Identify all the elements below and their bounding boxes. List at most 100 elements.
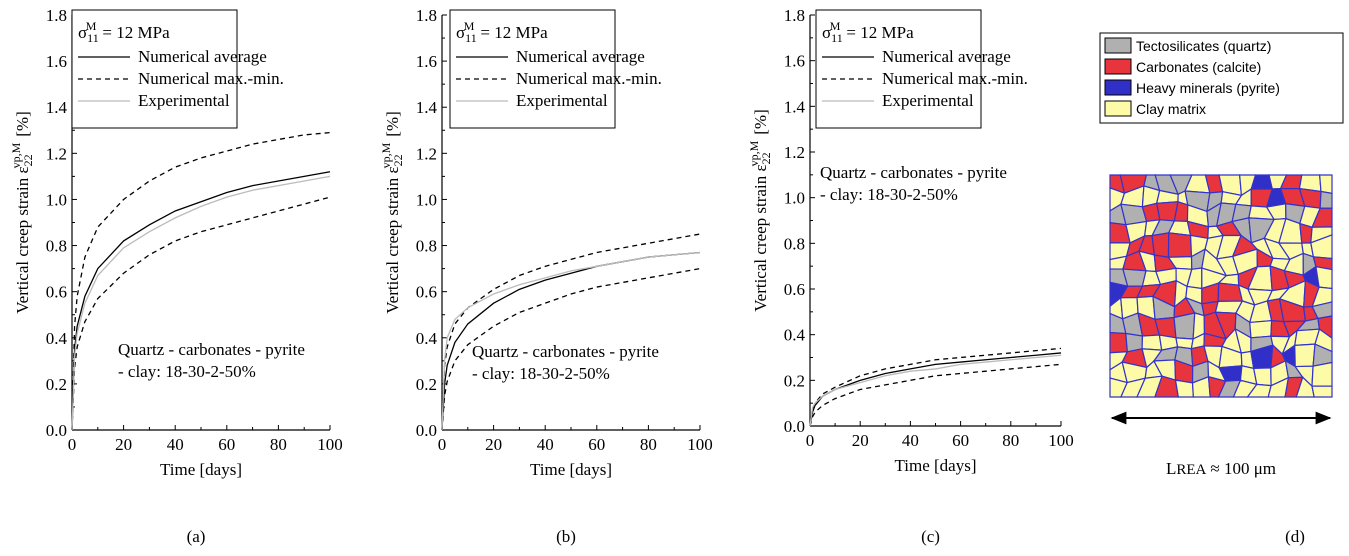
- panel-label: (c): [921, 527, 940, 546]
- x-tick-label: 20: [485, 435, 502, 454]
- scale-text: ≈ 100 μm: [1210, 459, 1276, 478]
- x-tick-label: 20: [852, 431, 869, 450]
- stress-sub: 11: [87, 31, 99, 45]
- mineral-label: Clay matrix: [1136, 101, 1206, 117]
- legend-header: σ11M = 12 MPa: [78, 19, 170, 45]
- x-tick-label: 100: [317, 435, 343, 454]
- x-tick-label: 20: [115, 435, 132, 454]
- legend-label: Numerical max.-min.: [138, 69, 284, 88]
- y-label-sub: 22: [759, 152, 773, 164]
- x-axis-label: Time [days]: [530, 460, 612, 479]
- mineral-swatch: [1104, 37, 1132, 54]
- legend-box: [71, 9, 238, 129]
- y-tick-label: 0.0: [784, 417, 805, 436]
- y-tick-label: 0.4: [784, 326, 806, 345]
- y-tick-label: 0.6: [46, 283, 67, 302]
- y-tick-label: 1.2: [784, 143, 805, 162]
- mineral-swatch: [1104, 79, 1132, 96]
- grain: [1319, 190, 1333, 209]
- stress-symbol: σ: [456, 23, 465, 42]
- y-label-unit: [%]: [13, 111, 32, 136]
- annotation: Quartz - carbonates - pyrite: [820, 163, 1007, 182]
- y-tick-label: 0.6: [784, 280, 805, 299]
- series-line: [441, 233, 701, 431]
- series-line: [441, 267, 701, 431]
- y-tick-label: 0.2: [416, 375, 437, 394]
- grain: [1294, 343, 1316, 368]
- y-label-sub: 22: [21, 154, 35, 166]
- annotation: - clay: 18-30-2-50%: [472, 364, 610, 383]
- x-axis-label: Time [days]: [894, 456, 976, 475]
- y-axis-label: Vertical creep strain ε22vp,M [%]: [747, 109, 773, 311]
- legend-label: Experimental: [516, 91, 608, 110]
- stress-text: = 12 MPa: [102, 23, 170, 42]
- series-line: [71, 196, 331, 431]
- legend-label: Experimental: [138, 91, 230, 110]
- legend-header: σ11M = 12 MPa: [822, 19, 914, 45]
- series-line: [71, 171, 331, 431]
- mineral-label: Heavy minerals (pyrite): [1136, 80, 1280, 96]
- y-tick-label: 1.0: [46, 190, 67, 209]
- chart: 0.0 0.2 0.4 0.6 0.8 1.0 1.2 1.4 1.6 1.8 0 20 40 60 80 1…: [747, 6, 1074, 546]
- y-tick-label: 1.8: [46, 6, 67, 25]
- y-label-text: Vertical creep strain ε: [13, 166, 32, 313]
- y-tick-label: 0.4: [46, 329, 68, 348]
- legend-label: Numerical max.-min.: [516, 69, 662, 88]
- y-tick-label: 0.6: [416, 283, 437, 302]
- grain: [1252, 367, 1272, 387]
- panel-label: (d): [1285, 527, 1305, 546]
- y-tick-label: 0.0: [416, 421, 437, 440]
- y-label-unit: [%]: [751, 109, 770, 134]
- annotation: Quartz - carbonates - pyrite: [472, 342, 659, 361]
- panel-label: (a): [187, 527, 206, 546]
- x-tick-label: 100: [687, 435, 713, 454]
- grain: [1151, 232, 1170, 258]
- chart: 0.0 0.2 0.4 0.6 0.8 1.0 1.2 1.4 1.6 1.8 0 20 40 60 80 1…: [9, 6, 343, 546]
- series-line: [809, 352, 1062, 427]
- mineral-label: Carbonates (calcite): [1136, 59, 1261, 75]
- y-tick-label: 0.8: [46, 237, 67, 256]
- legend-header: σ11M = 12 MPa: [456, 19, 548, 45]
- grain: [1249, 319, 1273, 339]
- legend-box: [449, 9, 616, 129]
- stress-symbol: σ: [78, 23, 87, 42]
- y-tick-label: 0.0: [46, 421, 67, 440]
- y-label-unit: [%]: [383, 111, 402, 136]
- series-line: [71, 131, 331, 431]
- microstructure-panel: Tectosilicates (quartz) Carbonates (calci…: [1099, 32, 1344, 546]
- series-line: [71, 175, 331, 431]
- series-line: [441, 251, 701, 431]
- x-tick-label: 0: [438, 435, 447, 454]
- y-tick-label: 0.8: [416, 237, 437, 256]
- y-label-text: Vertical creep strain ε: [383, 166, 402, 313]
- grain: [1109, 331, 1129, 354]
- x-tick-label: 80: [270, 435, 287, 454]
- mineral-swatch: [1104, 58, 1132, 75]
- x-tick-label: 100: [1048, 431, 1074, 450]
- legend-label: Numerical max.-min.: [882, 69, 1028, 88]
- scale-label: LREA ≈ 100 μm: [1166, 459, 1276, 478]
- y-tick-label: 1.6: [416, 52, 437, 71]
- series-line: [809, 347, 1062, 427]
- legend-label: Numerical average: [882, 47, 1011, 66]
- x-tick-label: 60: [218, 435, 235, 454]
- stress-symbol: σ: [822, 23, 831, 42]
- y-axis-label: Vertical creep strain ε22vp,M [%]: [9, 111, 35, 313]
- grain: [1167, 232, 1193, 258]
- x-tick-label: 80: [640, 435, 657, 454]
- legend-label: Numerical average: [138, 47, 267, 66]
- y-label-sup: vp,M: [379, 142, 393, 168]
- grain: [1311, 361, 1333, 387]
- series-line: [809, 363, 1062, 427]
- mineral-swatch: [1104, 100, 1132, 117]
- grain: [1173, 312, 1196, 340]
- y-label-sup: vp,M: [747, 140, 761, 166]
- grain: [1174, 379, 1195, 398]
- grain: [1319, 174, 1333, 195]
- y-tick-label: 1.0: [416, 190, 437, 209]
- y-label-sub: 22: [391, 154, 405, 166]
- y-tick-label: 0.8: [784, 234, 805, 253]
- y-tick-label: 1.0: [784, 189, 805, 208]
- stress-sub: 11: [465, 31, 477, 45]
- stress-sup: M: [464, 19, 475, 33]
